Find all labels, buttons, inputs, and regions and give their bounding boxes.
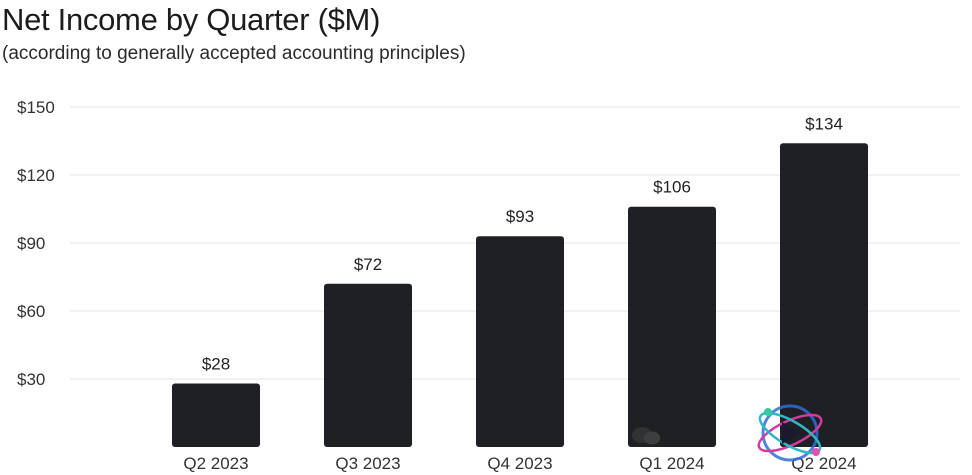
data-label: $28	[202, 355, 230, 374]
y-tick-label: $90	[17, 234, 45, 253]
data-label: $93	[506, 207, 534, 226]
chart-title: Net Income by Quarter ($M)	[2, 2, 381, 37]
bar-q4-2023	[476, 236, 564, 447]
ds2m-logo	[757, 404, 823, 462]
bar-q2-2024	[780, 143, 868, 447]
wechat-watermark	[630, 420, 740, 450]
x-axis-categories: Q2 2023 Q3 2023 Q4 2023 Q1 2024 Q2 2024	[183, 454, 856, 473]
bars	[172, 143, 868, 447]
wechat-icon	[632, 427, 660, 445]
y-tick-label: $60	[17, 302, 45, 321]
data-label: $72	[354, 255, 382, 274]
y-tick-label: $30	[17, 370, 45, 389]
y-tick-label: $120	[17, 166, 55, 185]
bar-q3-2023	[324, 283, 412, 447]
x-category-label: Q1 2024	[639, 454, 704, 473]
x-category-label: Q2 2024	[791, 454, 856, 473]
x-category-label: Q2 2023	[183, 454, 248, 473]
data-label: $106	[653, 178, 691, 197]
chart-subtitle: (according to generally accepted account…	[2, 43, 466, 64]
x-category-label: Q3 2023	[335, 454, 400, 473]
bar-q2-2023	[172, 383, 260, 447]
data-label: $134	[805, 114, 843, 133]
bar-q1-2024	[628, 206, 716, 447]
y-tick-label: $150	[17, 98, 55, 117]
y-axis-ticks: $30 $60 $90 $120 $150	[17, 98, 55, 389]
ds2m-watermark	[752, 400, 966, 470]
data-labels: $28 $72 $93 $106 $134	[202, 114, 843, 373]
x-category-label: Q4 2023	[487, 454, 552, 473]
